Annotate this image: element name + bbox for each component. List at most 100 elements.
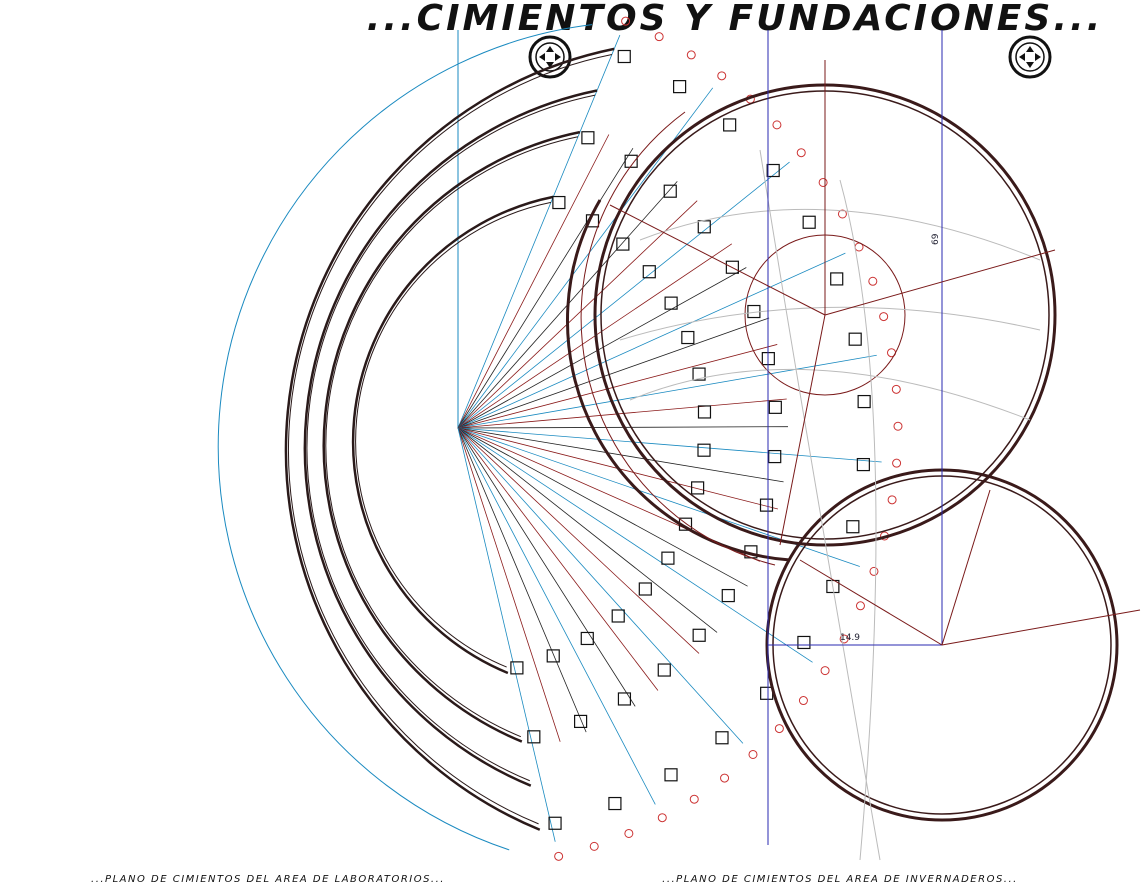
plan-line — [826, 579, 840, 594]
greenhouse-plan: 69 14.9 — [565, 30, 1141, 861]
plan-line — [457, 427, 656, 805]
plan-line — [846, 520, 860, 534]
plan-line — [457, 34, 621, 429]
plan-line — [617, 49, 631, 64]
plan-line — [284, 47, 615, 831]
plan-line — [351, 195, 554, 675]
dimension-label: 69 — [931, 233, 941, 245]
plan-line — [608, 796, 622, 811]
plan-line — [661, 551, 675, 565]
plan-line — [797, 635, 811, 650]
plan-line — [457, 427, 882, 463]
plan-line — [642, 265, 656, 279]
plan-line — [686, 50, 696, 60]
plan-line — [457, 267, 747, 429]
plan-line — [527, 730, 541, 744]
plan-line — [657, 663, 671, 677]
plan-line — [457, 427, 587, 733]
dimension-label: 14.9 — [840, 633, 860, 643]
plan-line — [839, 634, 849, 644]
plan-line — [554, 851, 564, 861]
plan-line — [322, 130, 581, 743]
plan-line — [306, 94, 596, 782]
plan-line — [772, 120, 782, 130]
plan-line — [893, 421, 903, 431]
caption: ...PLANO DE CIMIENTOS DEL AREA DE INVERN… — [662, 874, 1018, 885]
plan-line — [798, 696, 808, 706]
plan-line — [457, 427, 748, 587]
plan-line — [697, 443, 711, 457]
plan-line — [457, 344, 778, 429]
plan-line — [774, 724, 784, 734]
plan-line — [303, 89, 598, 787]
plan-line — [664, 296, 678, 310]
plan-line — [796, 148, 806, 158]
plan-line — [457, 87, 714, 429]
plan-line — [855, 601, 865, 611]
plan-line — [457, 427, 813, 663]
plan-line — [546, 649, 560, 663]
plan-line — [689, 794, 699, 804]
plan-line — [837, 209, 847, 219]
plan-line — [288, 53, 612, 825]
nav-icon[interactable] — [1008, 35, 1052, 79]
plan-line — [759, 498, 774, 512]
plan-line — [574, 714, 588, 729]
plan-line — [611, 609, 625, 623]
plan-line — [691, 481, 705, 495]
plan-line — [581, 131, 595, 145]
plan-line — [892, 458, 902, 468]
plan-line — [457, 427, 561, 742]
plan-line — [663, 184, 677, 198]
plan-line — [457, 398, 787, 429]
plan-line — [616, 237, 630, 251]
plan-line — [857, 394, 871, 409]
plan-line — [887, 495, 897, 505]
plan-line — [457, 427, 556, 842]
plan-line — [589, 841, 599, 851]
plan-line — [868, 276, 878, 286]
plan-line — [617, 692, 632, 706]
plan-line — [457, 161, 790, 429]
plan-line — [717, 71, 727, 81]
plan-line — [457, 147, 634, 429]
plan-line — [760, 686, 774, 700]
plan-line — [624, 154, 638, 168]
plan-line — [654, 32, 664, 42]
plan-line — [673, 80, 687, 94]
plan-line — [457, 427, 659, 691]
plan-line — [638, 582, 652, 596]
plan-line — [664, 768, 678, 782]
plan-line — [457, 427, 700, 654]
plan-line — [723, 118, 737, 132]
nav-icon[interactable] — [528, 35, 572, 79]
plan-line — [621, 16, 631, 26]
plan-line — [692, 367, 706, 381]
plan-line — [552, 195, 566, 210]
plan-line — [548, 816, 562, 830]
plan-line — [891, 384, 901, 394]
plan-line — [768, 400, 782, 414]
plan-line — [325, 136, 579, 738]
plan-line — [856, 457, 870, 472]
plan-line — [457, 427, 718, 633]
plan-line — [720, 773, 730, 783]
plan-line — [457, 200, 698, 429]
plan-line — [715, 731, 729, 745]
plan-line — [830, 272, 844, 286]
plan-line — [721, 588, 735, 603]
plan-line — [657, 813, 667, 823]
plan-line — [457, 427, 744, 744]
plan-line — [802, 215, 816, 229]
caption: ...PLANO DE CIMIENTOS DEL AREA DE LABORA… — [91, 874, 445, 885]
plan-line — [818, 177, 828, 187]
plan-line — [457, 317, 770, 429]
plan-line — [692, 628, 706, 642]
plan-line — [681, 330, 695, 345]
plan-line — [725, 260, 739, 274]
plan-line — [768, 449, 782, 464]
plan-line — [748, 749, 758, 759]
plan-line — [697, 405, 712, 419]
plan-line — [879, 312, 889, 322]
